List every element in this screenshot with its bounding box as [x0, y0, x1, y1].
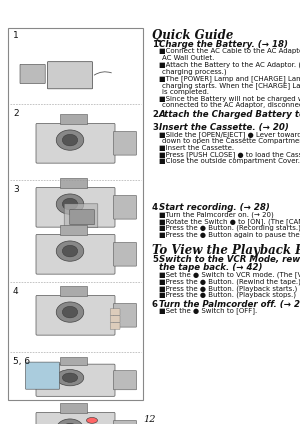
Text: 2: 2 [13, 109, 19, 118]
FancyBboxPatch shape [47, 62, 92, 89]
Ellipse shape [56, 130, 84, 150]
FancyBboxPatch shape [113, 371, 136, 390]
FancyBboxPatch shape [110, 309, 120, 315]
FancyBboxPatch shape [60, 286, 87, 296]
Ellipse shape [62, 373, 78, 382]
FancyBboxPatch shape [26, 362, 59, 389]
FancyBboxPatch shape [60, 225, 87, 235]
Text: Turn the Palmcorder off. (→ 20): Turn the Palmcorder off. (→ 20) [159, 300, 300, 309]
Text: 4: 4 [13, 287, 19, 296]
Text: 1: 1 [13, 31, 19, 40]
FancyBboxPatch shape [36, 123, 115, 163]
Ellipse shape [56, 419, 84, 424]
Text: charging process.): charging process.) [163, 68, 227, 75]
FancyBboxPatch shape [60, 178, 87, 188]
Text: To View the Playback Picture: To View the Playback Picture [152, 244, 300, 257]
Text: Insert the Cassette. (→ 20): Insert the Cassette. (→ 20) [159, 123, 289, 132]
FancyBboxPatch shape [113, 243, 136, 266]
FancyBboxPatch shape [110, 323, 120, 329]
Text: Quick Guide: Quick Guide [152, 29, 233, 42]
FancyBboxPatch shape [64, 204, 98, 228]
Text: ■Press the ● Button. (Rewind the tape.): ■Press the ● Button. (Rewind the tape.) [159, 278, 300, 285]
Text: ■Slide the [OPEN/EJECT] ● Lever toward the front and pull: ■Slide the [OPEN/EJECT] ● Lever toward t… [159, 131, 300, 138]
Text: Attach the Charged Battery to the Palmcorder. (→ 18): Attach the Charged Battery to the Palmco… [159, 110, 300, 119]
FancyBboxPatch shape [36, 296, 115, 335]
Text: ■Set the ● Switch to VCR mode. (The [VCR] Lamp lights up.): ■Set the ● Switch to VCR mode. (The [VCR… [159, 271, 300, 278]
Ellipse shape [62, 245, 78, 257]
Text: 5: 5 [152, 255, 158, 265]
Text: 3: 3 [13, 185, 19, 194]
Text: Start recording. (→ 28): Start recording. (→ 28) [159, 203, 270, 212]
Text: connected to the AC Adaptor, disconnect it.: connected to the AC Adaptor, disconnect … [163, 103, 300, 109]
FancyBboxPatch shape [70, 210, 94, 225]
Text: 12: 12 [144, 415, 156, 424]
FancyBboxPatch shape [36, 413, 115, 424]
Ellipse shape [62, 306, 78, 318]
Text: Charge the Battery. (→ 18): Charge the Battery. (→ 18) [159, 40, 288, 49]
Text: 1: 1 [152, 40, 158, 49]
Ellipse shape [62, 198, 78, 210]
Text: ■The [POWER] Lamp and [CHARGE] Lamp light up, and: ■The [POWER] Lamp and [CHARGE] Lamp ligh… [159, 75, 300, 82]
Text: ■Close the outside compartment Cover.: ■Close the outside compartment Cover. [159, 159, 300, 165]
Text: the tape back. (→ 42): the tape back. (→ 42) [159, 263, 262, 272]
FancyBboxPatch shape [60, 114, 87, 124]
Text: 3: 3 [152, 123, 158, 132]
FancyBboxPatch shape [8, 28, 143, 400]
Text: ■Press the ● Button again to pause the recording.: ■Press the ● Button again to pause the r… [159, 232, 300, 237]
FancyBboxPatch shape [110, 315, 120, 323]
Text: ■Connect the AC Cable to the AC Adaptor and plug it into the: ■Connect the AC Cable to the AC Adaptor … [159, 48, 300, 54]
Text: ■Since the Battery will not be charged when the DC Cable is: ■Since the Battery will not be charged w… [159, 95, 300, 102]
FancyBboxPatch shape [36, 234, 115, 274]
Text: ■Press the ● Button. (Playback starts.): ■Press the ● Button. (Playback starts.) [159, 285, 297, 292]
Text: ■Press the ● Button. (Playback stops.): ■Press the ● Button. (Playback stops.) [159, 292, 296, 298]
FancyBboxPatch shape [113, 304, 136, 327]
Text: is completed.: is completed. [163, 89, 209, 95]
Text: down to open the Cassette Compartment.: down to open the Cassette Compartment. [163, 138, 300, 144]
Text: 6: 6 [152, 300, 158, 309]
Text: ■Attach the Battery to the AC Adaptor. (This will start the: ■Attach the Battery to the AC Adaptor. (… [159, 61, 300, 68]
Ellipse shape [56, 241, 84, 261]
Text: charging starts. When the [CHARGE] Lamp goes off, charging: charging starts. When the [CHARGE] Lamp … [163, 82, 300, 89]
Text: ■Turn the Palmcorder on. (→ 20): ■Turn the Palmcorder on. (→ 20) [159, 211, 274, 218]
Text: ■Set the ● Switch to [OFF].: ■Set the ● Switch to [OFF]. [159, 307, 257, 314]
Text: 5, 6: 5, 6 [13, 357, 30, 366]
FancyBboxPatch shape [113, 131, 136, 155]
Ellipse shape [62, 423, 78, 424]
Text: ■Press the ● Button. (Recording starts.): ■Press the ● Button. (Recording starts.) [159, 225, 300, 232]
FancyBboxPatch shape [113, 195, 136, 219]
Text: AC Wall Outlet.: AC Wall Outlet. [163, 55, 215, 61]
FancyBboxPatch shape [20, 64, 45, 84]
Ellipse shape [86, 418, 98, 423]
Text: 2: 2 [152, 110, 158, 119]
Text: ■Press [PUSH CLOSE] ● to load the Cassette.: ■Press [PUSH CLOSE] ● to load the Casset… [159, 152, 300, 158]
FancyBboxPatch shape [60, 357, 87, 365]
Ellipse shape [62, 134, 78, 146]
FancyBboxPatch shape [113, 421, 136, 424]
Ellipse shape [56, 194, 84, 214]
FancyBboxPatch shape [36, 187, 115, 227]
Ellipse shape [56, 370, 84, 386]
Text: Switch to the VCR Mode, rewind the tape, and play: Switch to the VCR Mode, rewind the tape,… [159, 255, 300, 265]
Text: ■Rotate the Switch ● to [ON]. (The [CAMERA] Lamp lights up.): ■Rotate the Switch ● to [ON]. (The [CAME… [159, 218, 300, 225]
FancyBboxPatch shape [36, 364, 115, 396]
Ellipse shape [56, 302, 84, 322]
FancyBboxPatch shape [60, 403, 87, 413]
Text: 4: 4 [152, 203, 158, 212]
Text: ■Insert the Cassette.: ■Insert the Cassette. [159, 145, 234, 151]
